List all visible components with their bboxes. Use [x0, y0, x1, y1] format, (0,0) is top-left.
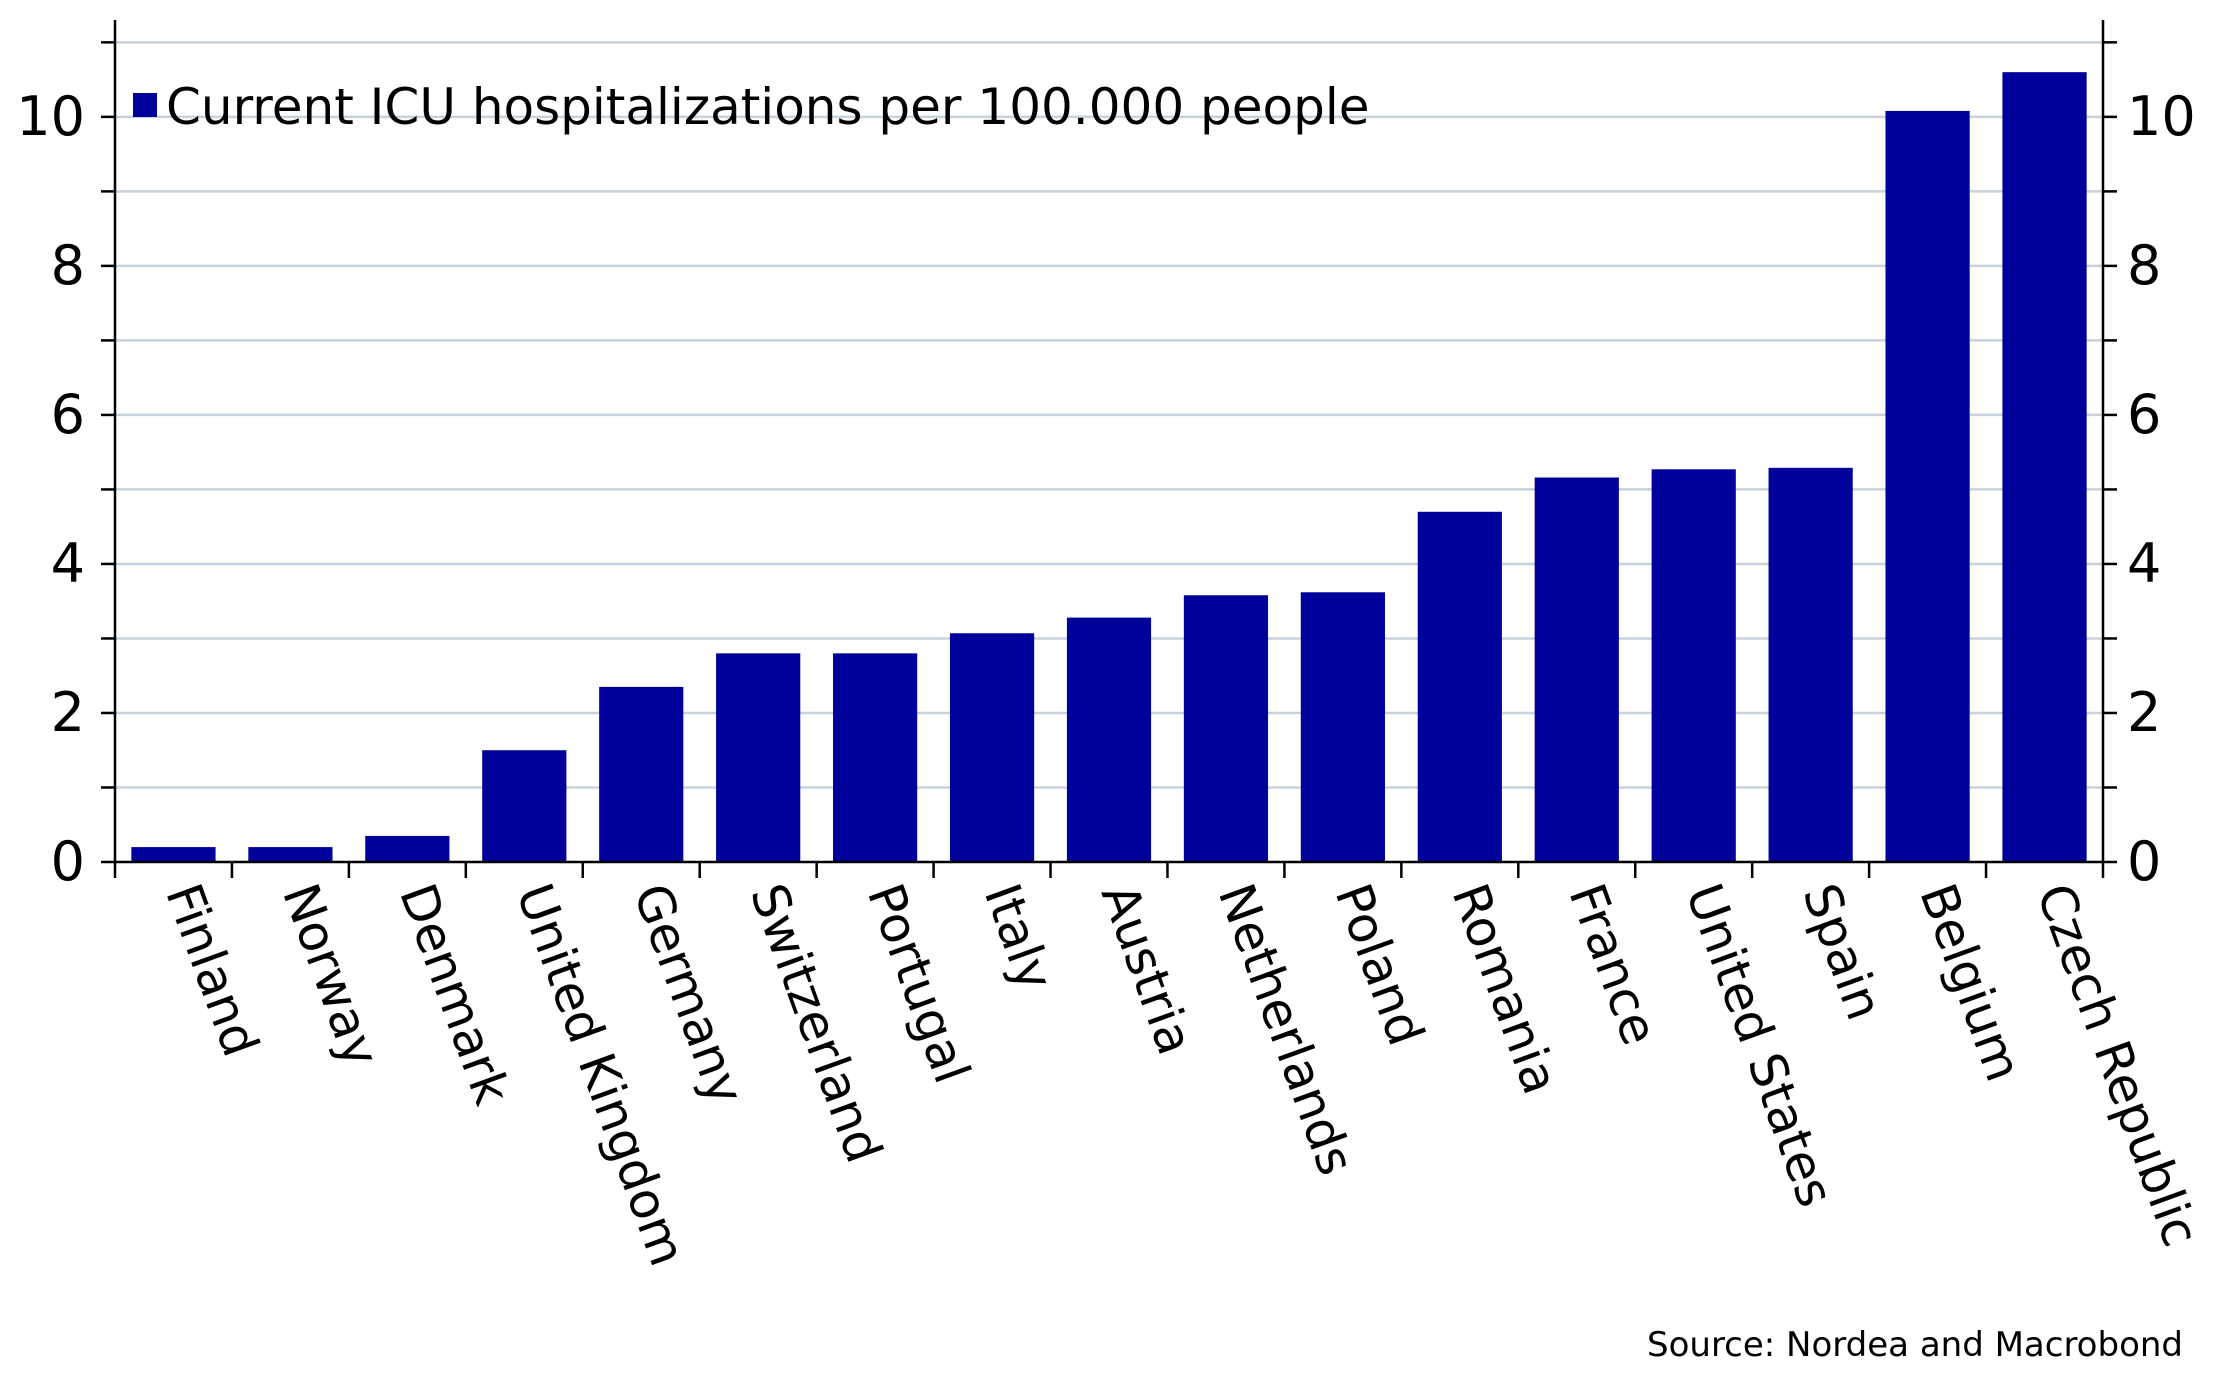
y-tick-label-left: 0: [51, 830, 85, 893]
bar: [2002, 72, 2087, 862]
y-tick-label-right: 2: [2127, 681, 2161, 744]
bar: [365, 835, 450, 862]
category-label: Poland: [1324, 876, 1436, 1053]
bar: [949, 633, 1035, 862]
bars: [131, 72, 2087, 863]
category-label: Denmark: [388, 876, 521, 1112]
bar: [833, 653, 918, 862]
y-tick-labels-right: 0 2 4 6 8 10: [2127, 85, 2196, 893]
category-label: Norway: [271, 876, 390, 1074]
bar: [482, 750, 567, 862]
legend-label: Current ICU hospitalizations per 100.000…: [166, 78, 1370, 136]
y-tick-label-right: 8: [2127, 234, 2161, 297]
bar: [1417, 511, 1502, 862]
y-tick-label-right: 4: [2127, 532, 2161, 595]
bar: [248, 847, 333, 862]
category-label: Spain: [1791, 876, 1893, 1027]
y-tick-label-left: 6: [51, 383, 85, 446]
bar: [1651, 469, 1736, 862]
bar: [1300, 592, 1385, 862]
y-tick-label-right: 0: [2127, 830, 2161, 893]
category-label: Romania: [1441, 876, 1570, 1101]
bar: [716, 653, 801, 862]
category-label: Belgium: [1908, 876, 2033, 1088]
y-tick-label-left: 4: [51, 532, 85, 595]
y-tick-label-left: 2: [51, 681, 85, 744]
category-label: Portugal: [856, 876, 981, 1090]
bar: [1183, 595, 1269, 862]
grid-lines: [115, 41, 2103, 789]
y-tick-label-right: 10: [2127, 85, 2196, 148]
category-label: Italy: [973, 876, 1065, 998]
y-tick-label-right: 6: [2127, 383, 2161, 446]
bar: [1066, 617, 1152, 862]
y-tick-label-left: 8: [51, 234, 85, 297]
bar: [599, 686, 684, 862]
legend: Current ICU hospitalizations per 100.000…: [133, 78, 1370, 136]
bar: [1534, 477, 1619, 862]
category-label: Czech Republic: [2025, 876, 2210, 1254]
y-tick-labels-left: 0 2 4 6 8 10: [16, 85, 85, 893]
category-label: France: [1557, 876, 1668, 1052]
axes: [101, 20, 2117, 878]
bar: [131, 847, 216, 862]
category-label: Finland: [154, 876, 270, 1064]
bar: [1885, 110, 1970, 863]
category-label: Germany: [622, 876, 755, 1112]
y-tick-label-left: 10: [16, 85, 85, 148]
category-label: Austria: [1090, 876, 1205, 1062]
legend-swatch: [133, 93, 157, 117]
bar: [1768, 467, 1853, 862]
source-note: Source: Nordea and Macrobond: [1647, 1325, 2183, 1365]
